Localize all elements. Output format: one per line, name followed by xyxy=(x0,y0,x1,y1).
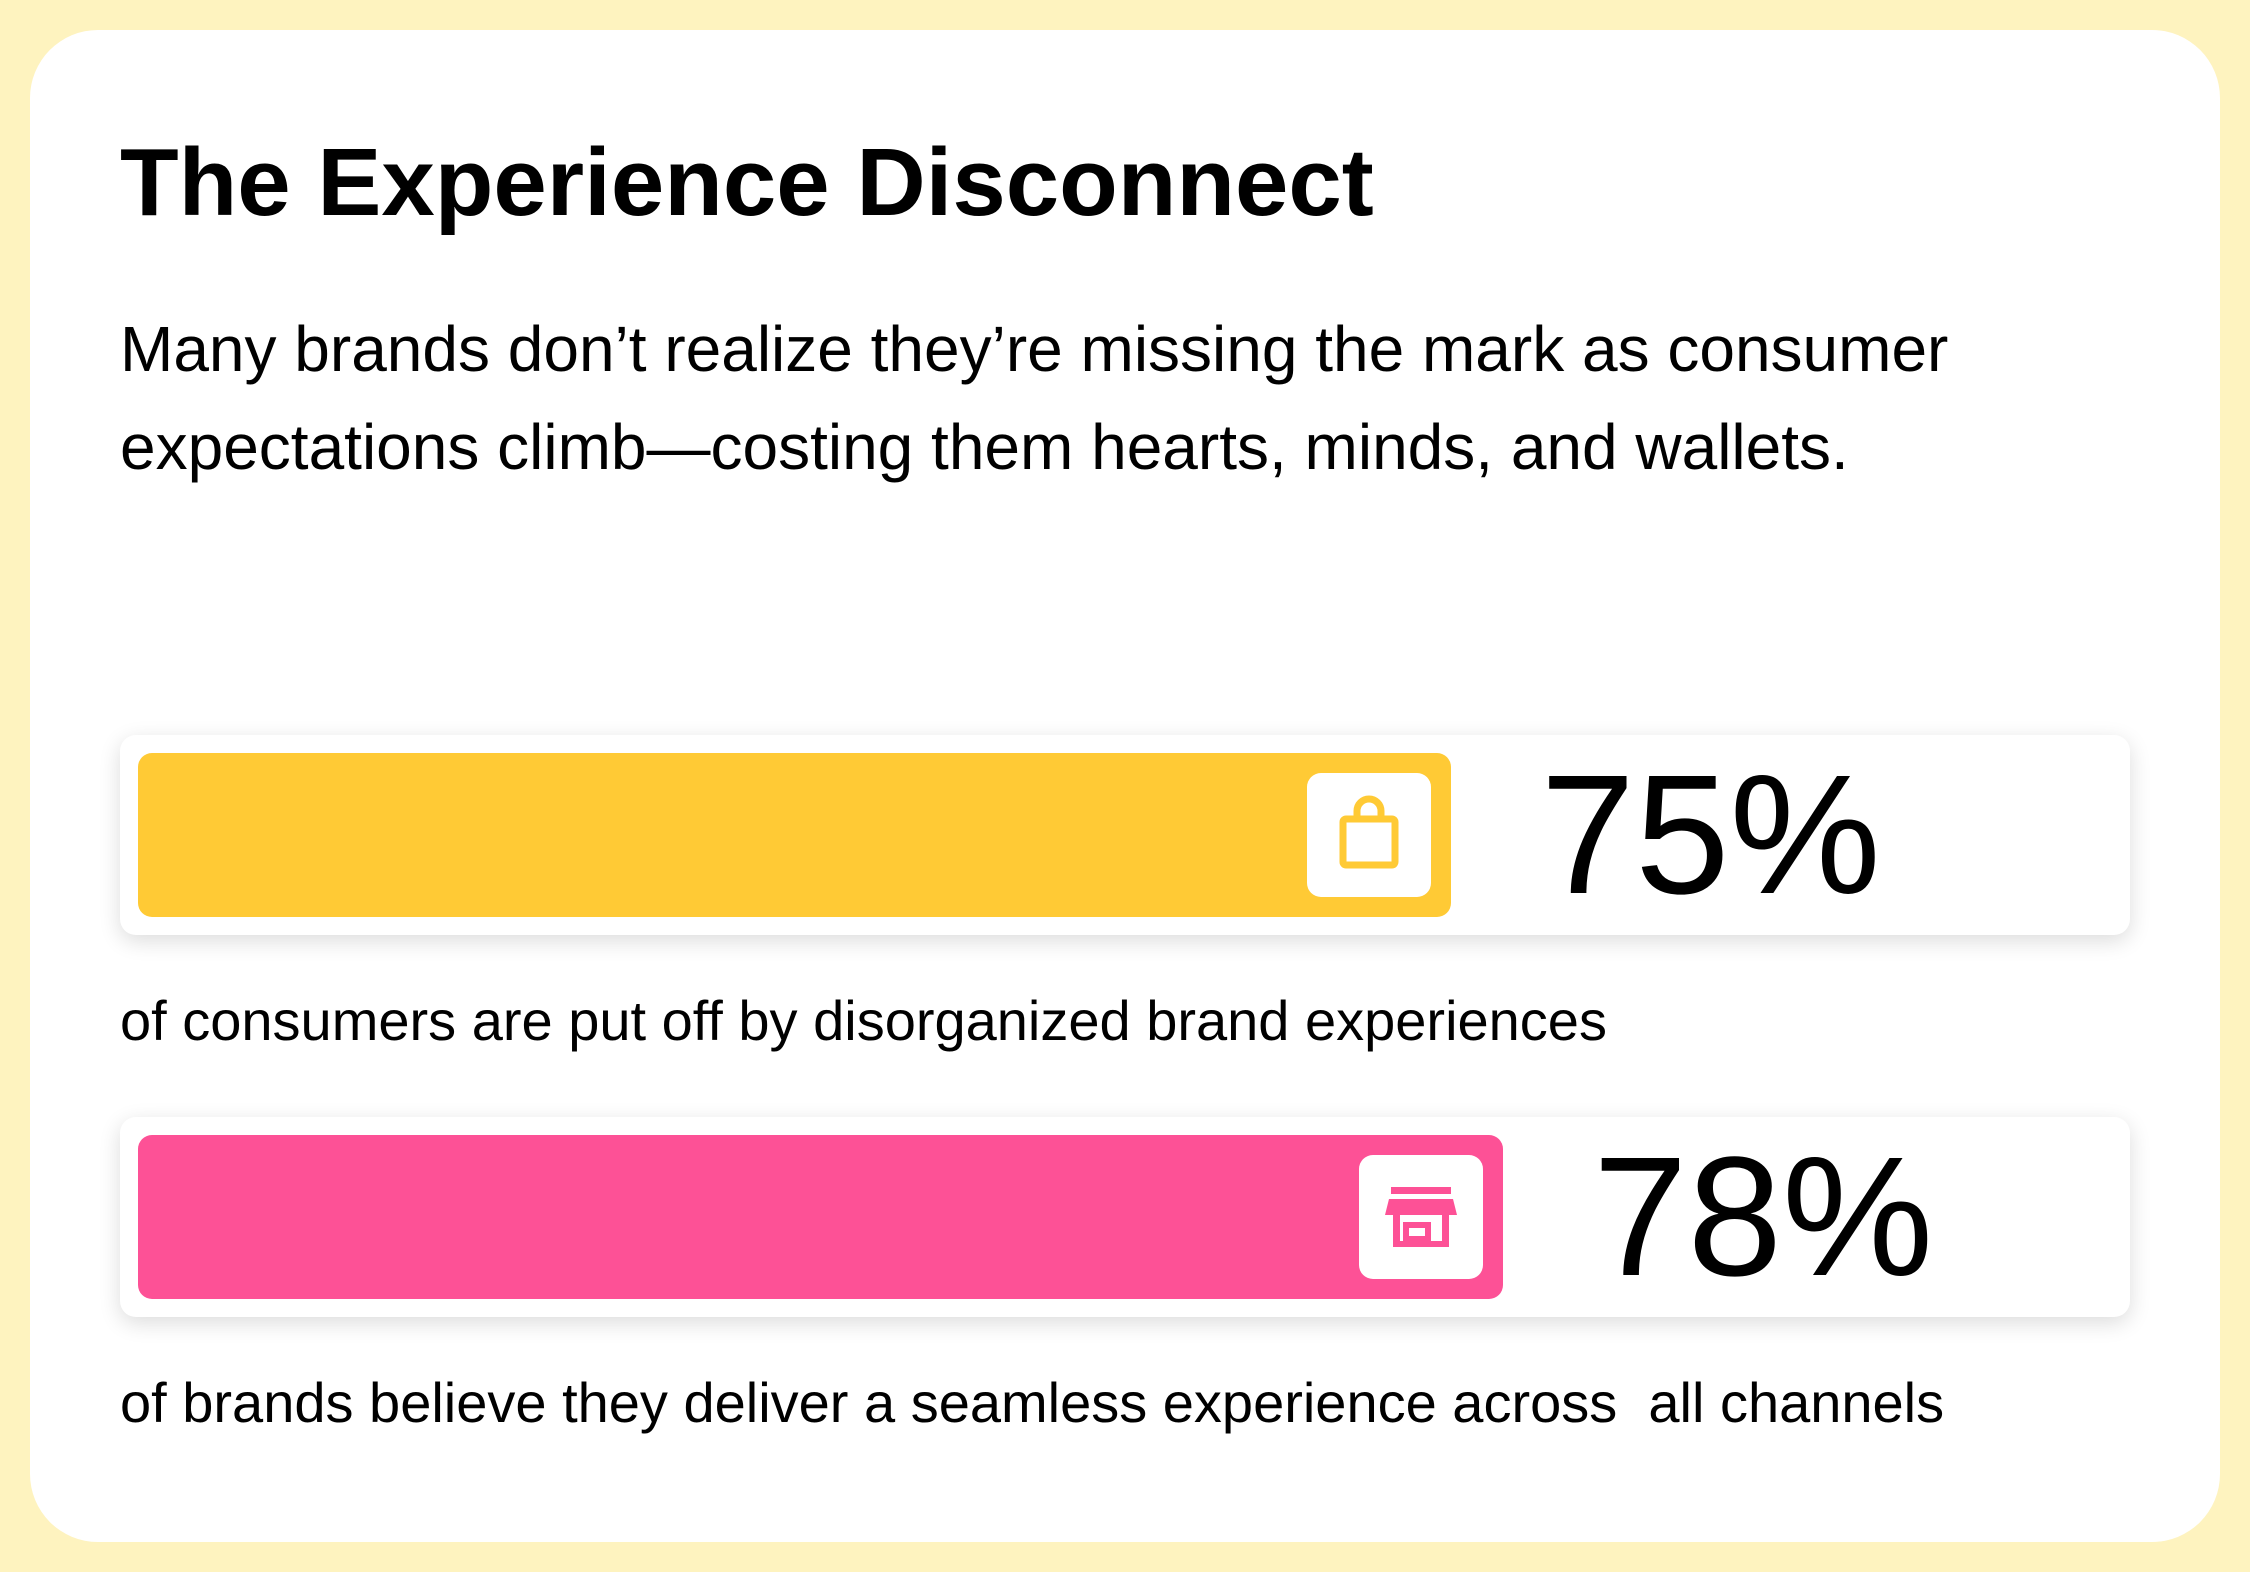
shopping-bag-icon xyxy=(1306,773,1431,897)
stat-bar-card-brands: 78% xyxy=(120,1117,2130,1317)
stat-caption-brands: of brands believe they deliver a seamles… xyxy=(120,1371,1945,1434)
stat-bar-brands xyxy=(138,1135,1503,1299)
stat-value-brands: 78% xyxy=(1593,1122,1934,1312)
page-title: The Experience Disconnect xyxy=(120,129,1374,236)
page-subtitle: Many brands don’t realize they’re missin… xyxy=(120,313,1949,483)
stat-caption-consumers: of consumers are put off by disorganized… xyxy=(120,989,1607,1052)
content-card: The Experience Disconnect Many brands do… xyxy=(30,30,2220,1542)
stat-bar-card-consumers: 75% xyxy=(120,735,2130,935)
stat-value-consumers: 75% xyxy=(1540,740,1881,930)
storefront-icon xyxy=(1359,1155,1483,1279)
stat-bar-consumers xyxy=(138,753,1451,917)
